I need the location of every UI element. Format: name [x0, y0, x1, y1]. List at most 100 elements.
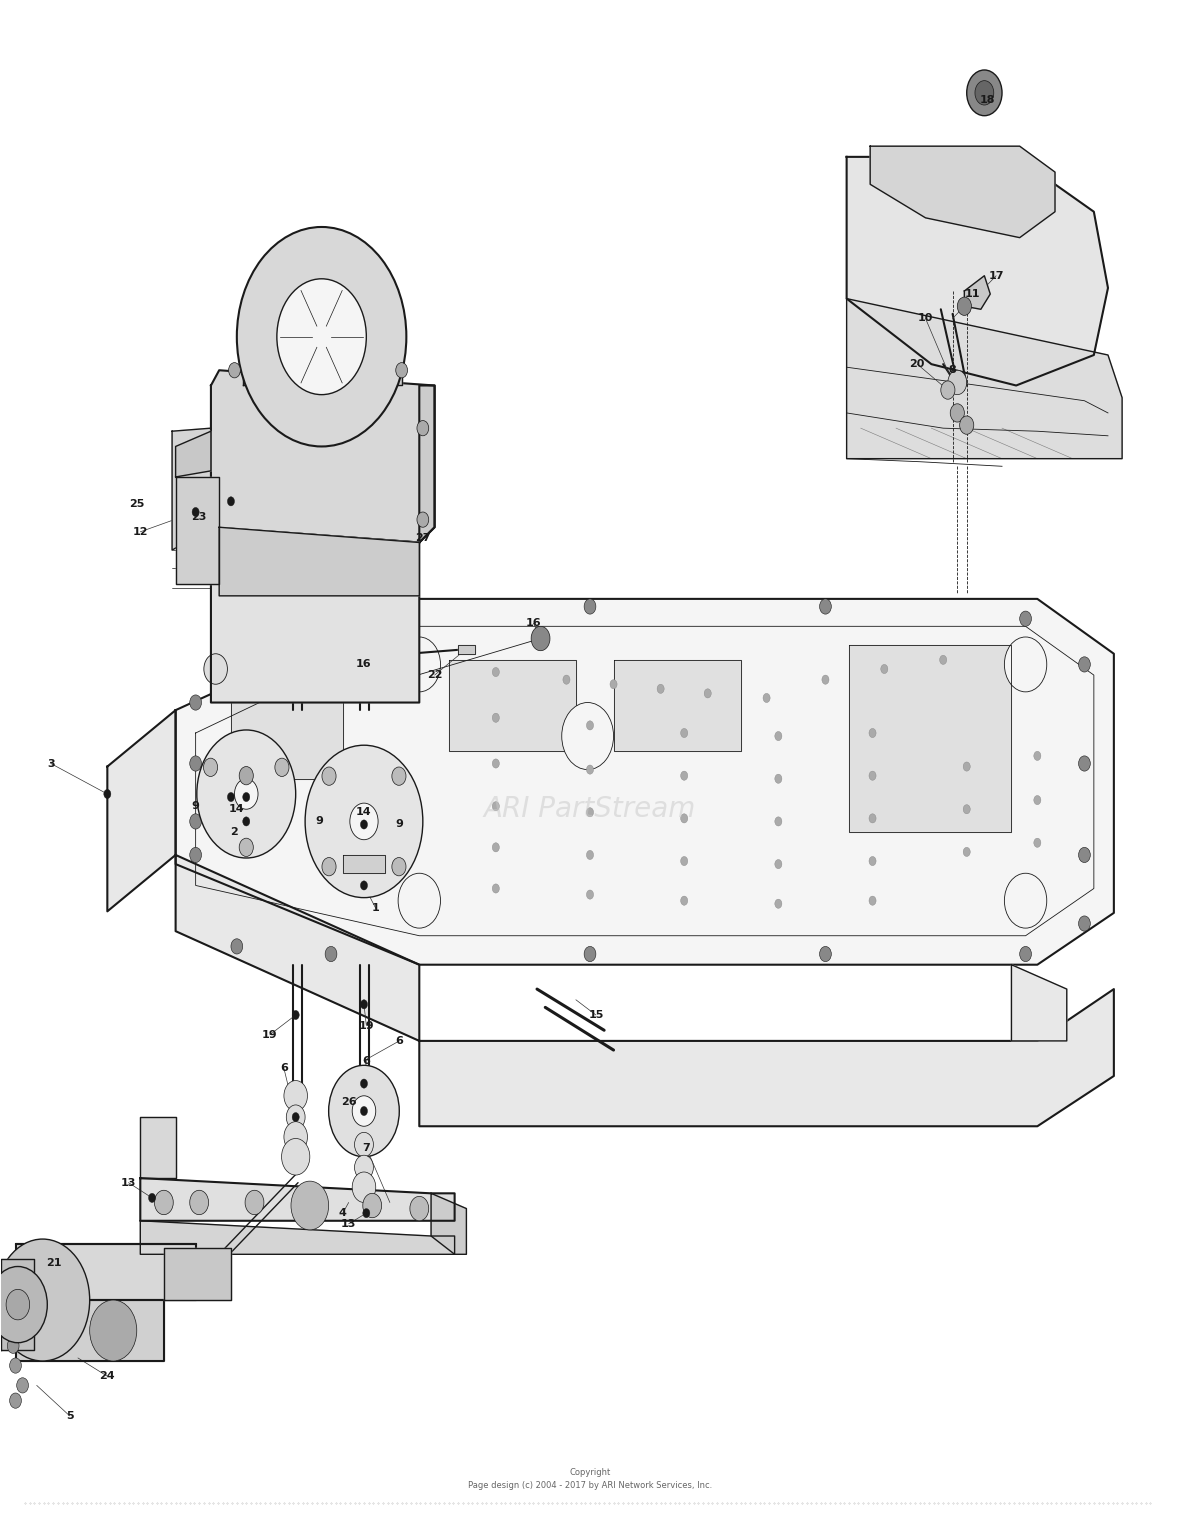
Circle shape — [293, 1011, 300, 1020]
Circle shape — [1079, 916, 1090, 931]
Text: 16: 16 — [356, 660, 372, 669]
Circle shape — [17, 1377, 28, 1393]
Polygon shape — [846, 299, 1122, 458]
Circle shape — [322, 767, 336, 785]
Circle shape — [950, 403, 964, 421]
Circle shape — [868, 814, 876, 823]
Text: 22: 22 — [427, 670, 442, 680]
Circle shape — [681, 771, 688, 780]
Circle shape — [417, 420, 428, 435]
Polygon shape — [211, 370, 434, 542]
Circle shape — [681, 814, 688, 823]
Circle shape — [360, 1107, 367, 1116]
Circle shape — [1020, 611, 1031, 626]
Text: 27: 27 — [415, 533, 431, 544]
Circle shape — [820, 599, 832, 614]
Circle shape — [1079, 657, 1090, 672]
Text: 9: 9 — [315, 817, 323, 826]
Circle shape — [322, 858, 336, 876]
Circle shape — [1004, 637, 1047, 692]
Text: 13: 13 — [341, 1219, 356, 1229]
Circle shape — [332, 764, 354, 794]
Circle shape — [492, 713, 499, 722]
Circle shape — [293, 1113, 300, 1122]
Polygon shape — [848, 644, 1011, 832]
Circle shape — [231, 611, 243, 626]
Circle shape — [492, 759, 499, 768]
Circle shape — [90, 1299, 137, 1361]
Circle shape — [326, 947, 337, 962]
Polygon shape — [176, 599, 1114, 965]
Circle shape — [1079, 756, 1090, 771]
Text: 14: 14 — [356, 808, 372, 817]
Circle shape — [584, 947, 596, 962]
Circle shape — [0, 1266, 47, 1342]
Circle shape — [1004, 873, 1047, 928]
Text: 10: 10 — [918, 313, 933, 324]
Polygon shape — [140, 1118, 176, 1179]
Text: 5: 5 — [66, 1411, 73, 1420]
Circle shape — [775, 774, 782, 783]
Circle shape — [360, 1080, 367, 1089]
Circle shape — [562, 702, 614, 770]
Circle shape — [284, 1122, 308, 1153]
Circle shape — [963, 847, 970, 857]
Polygon shape — [448, 660, 576, 751]
Polygon shape — [1011, 965, 1067, 1041]
Circle shape — [586, 851, 594, 860]
Circle shape — [586, 721, 594, 730]
Circle shape — [245, 1190, 264, 1214]
Circle shape — [149, 1193, 156, 1202]
Text: 3: 3 — [47, 759, 54, 768]
Circle shape — [1079, 847, 1090, 863]
Circle shape — [584, 599, 596, 614]
Text: ARI PartStream: ARI PartStream — [484, 796, 696, 823]
Circle shape — [287, 1106, 306, 1130]
Circle shape — [243, 793, 250, 802]
Circle shape — [763, 693, 771, 702]
Circle shape — [681, 896, 688, 906]
Circle shape — [349, 803, 378, 840]
Circle shape — [190, 756, 202, 771]
Circle shape — [959, 415, 973, 434]
Circle shape — [492, 667, 499, 676]
Circle shape — [395, 362, 407, 377]
Circle shape — [299, 1190, 317, 1214]
Circle shape — [586, 765, 594, 774]
Circle shape — [228, 496, 235, 505]
Polygon shape — [176, 855, 419, 1041]
Circle shape — [563, 675, 570, 684]
Text: 8: 8 — [949, 365, 957, 376]
Circle shape — [360, 881, 367, 890]
Text: 4: 4 — [339, 1208, 347, 1219]
Circle shape — [1034, 751, 1041, 760]
Circle shape — [409, 1196, 428, 1220]
Circle shape — [880, 664, 887, 673]
Text: Page design (c) 2004 - 2017 by ARI Network Services, Inc.: Page design (c) 2004 - 2017 by ARI Netwo… — [468, 1481, 712, 1490]
Circle shape — [204, 654, 228, 684]
Polygon shape — [15, 1243, 196, 1299]
Circle shape — [9, 1358, 21, 1373]
Circle shape — [775, 899, 782, 909]
Circle shape — [939, 655, 946, 664]
Polygon shape — [419, 989, 1114, 1127]
Circle shape — [306, 745, 422, 898]
Polygon shape — [231, 672, 342, 779]
Circle shape — [277, 279, 366, 394]
Circle shape — [948, 370, 966, 394]
Circle shape — [329, 1066, 399, 1157]
Polygon shape — [419, 385, 434, 542]
Circle shape — [975, 81, 994, 105]
Polygon shape — [614, 660, 741, 751]
Text: 23: 23 — [191, 512, 206, 522]
Circle shape — [1034, 838, 1041, 847]
Circle shape — [352, 1173, 375, 1202]
Polygon shape — [458, 644, 474, 654]
Polygon shape — [846, 157, 1108, 385]
Circle shape — [203, 759, 217, 776]
Circle shape — [190, 1190, 209, 1214]
Circle shape — [326, 599, 337, 614]
Circle shape — [192, 507, 199, 516]
Circle shape — [240, 767, 254, 785]
Circle shape — [1020, 947, 1031, 962]
